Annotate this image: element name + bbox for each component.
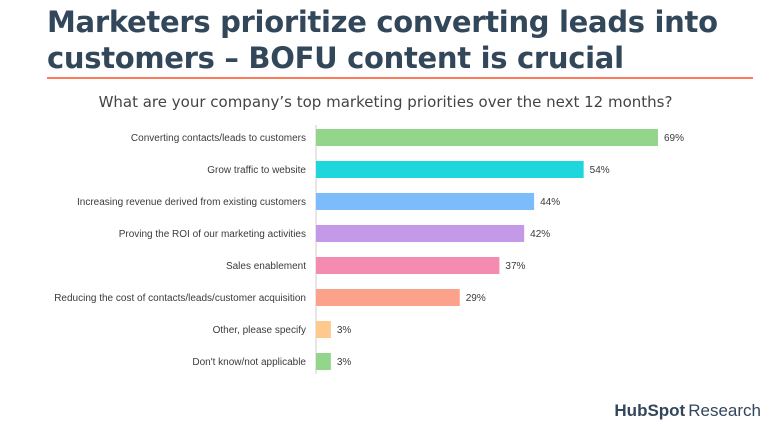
- value-label: 29%: [466, 293, 486, 304]
- value-label: 69%: [664, 133, 684, 144]
- headline: Marketers prioritize converting leads in…: [47, 5, 718, 75]
- bar: [316, 129, 658, 146]
- category-label: Sales enablement: [226, 261, 306, 272]
- value-label: 3%: [337, 357, 352, 368]
- bar: [316, 353, 331, 370]
- category-label: Don't know/not applicable: [192, 357, 306, 368]
- value-label: 54%: [590, 165, 610, 176]
- bar: [316, 289, 460, 306]
- bar: [316, 225, 525, 242]
- bar: [316, 161, 584, 178]
- brand-suffix: Research: [688, 401, 761, 420]
- category-label: Other, please specify: [213, 325, 306, 336]
- brand-name: HubSpot: [614, 401, 686, 420]
- category-label: Converting contacts/leads to customers: [131, 133, 306, 144]
- value-label: 42%: [530, 229, 550, 240]
- value-label: 44%: [540, 197, 560, 208]
- brand-logo: HubSpot Research: [614, 401, 761, 421]
- category-label: Increasing revenue derived from existing…: [77, 197, 306, 208]
- category-label: Reducing the cost of contacts/leads/cust…: [54, 293, 306, 304]
- bar: [316, 193, 535, 210]
- category-label: Proving the ROI of our marketing activit…: [119, 229, 306, 240]
- bar: [316, 257, 500, 274]
- bar: [316, 321, 331, 338]
- category-label: Grow traffic to website: [207, 165, 306, 176]
- value-label: 3%: [337, 325, 352, 336]
- chart-title: What are your company’s top marketing pr…: [98, 93, 673, 111]
- value-label: 37%: [505, 261, 525, 272]
- title-underline: [47, 77, 753, 79]
